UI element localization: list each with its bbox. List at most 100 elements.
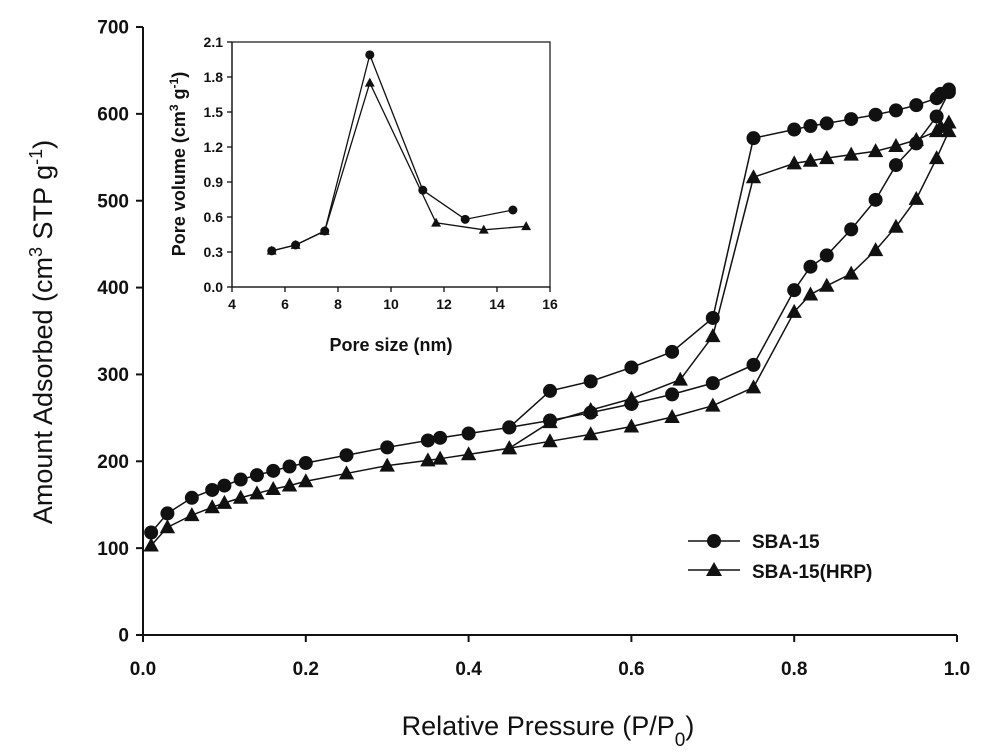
desorption-point [819, 150, 835, 165]
adsorption-point [745, 379, 762, 394]
desorption-point [623, 390, 640, 405]
adsorption-point [265, 481, 281, 496]
inset-y-tick-label: 1.8 [204, 69, 224, 85]
desorption-point [665, 344, 680, 359]
adsorption-point [249, 485, 265, 500]
adsorption-point [298, 456, 313, 471]
inset-frame [231, 41, 551, 288]
pore-distribution-point [478, 224, 489, 234]
adsorption-point [844, 222, 859, 237]
adsorption-point [941, 123, 957, 138]
inset-x-tick-label: 4 [228, 296, 236, 312]
pore-distribution-point [418, 185, 428, 195]
adsorption-point [705, 376, 720, 391]
adsorption-point [232, 489, 249, 504]
main-plot: Relative Pressure (P/P0) Amount Adsorbed… [26, 18, 970, 751]
adsorption-point [204, 499, 220, 514]
desorption-point [941, 114, 957, 129]
desorption-point [888, 137, 904, 152]
inset-y-tick-label: 2.1 [204, 34, 224, 50]
main-axes: 0.0 0.2 0.4 0.6 0.8 1.0 0 100 200 300 400 500 600 700 [97, 18, 970, 680]
adsorption-point [217, 478, 232, 493]
adsorption-point [205, 482, 220, 497]
desorption-point [624, 360, 639, 375]
adsorption-point [542, 433, 558, 448]
desorption-point [502, 420, 517, 435]
adsorption-point [819, 277, 835, 292]
desorption-point [819, 116, 834, 131]
adsorption-point [249, 468, 264, 483]
main-x-axis-label: Relative Pressure (P/P0) [402, 711, 695, 751]
desorption-point [929, 91, 944, 106]
adsorption-point [420, 452, 436, 467]
desorption-point [844, 112, 859, 127]
main-y-tick-label: 300 [97, 365, 129, 386]
adsorption-point [843, 265, 859, 280]
adsorption-point [746, 357, 761, 372]
inset-x-tick-label: 16 [542, 296, 558, 312]
inset-y-tick-label: 0.6 [204, 209, 224, 225]
inset-x-tick-label: 12 [436, 296, 452, 312]
desorption-point [672, 371, 688, 386]
inset-series-sba15-hrp [266, 77, 532, 255]
desorption-point [868, 107, 883, 122]
adsorption-point [705, 397, 721, 412]
main-x-tick-label: 0.0 [130, 659, 156, 680]
main-y-tick-label: 200 [97, 452, 129, 473]
adsorption-point [888, 218, 904, 233]
adsorption-point [233, 472, 248, 487]
adsorption-point [282, 459, 297, 474]
adsorption-point [432, 450, 448, 465]
adsorption-point [802, 286, 819, 301]
legend-label-sba15-hrp: SBA-15(HRP) [752, 562, 872, 583]
desorption-point [501, 440, 517, 455]
adsorption-point [928, 150, 945, 165]
inset-x-axis-label: Pore size (nm) [329, 335, 452, 355]
adsorption-point [888, 158, 903, 173]
main-y-tick-label: 500 [97, 191, 129, 212]
main-x-tick-label: 0.2 [293, 659, 319, 680]
adsorption-point [867, 242, 884, 257]
pore-distribution-point [431, 217, 441, 227]
desorption-point [787, 122, 802, 137]
adsorption-point [184, 507, 200, 522]
main-y-tick-label: 700 [97, 18, 129, 39]
inset-x-tick-label: 8 [334, 296, 342, 312]
pore-distribution-point [460, 214, 470, 224]
desorption-point [543, 383, 557, 398]
main-x-tick-label: 0.6 [618, 659, 644, 680]
adsorption-point [281, 477, 298, 492]
desorption-point [908, 131, 924, 146]
adsorption-point [819, 248, 834, 263]
inset-y-tick-label: 0.0 [204, 279, 224, 295]
inset-x-tick-label: 10 [383, 296, 399, 312]
adsorption-point [461, 426, 476, 441]
pore-distribution-point [521, 221, 532, 231]
main-y-tick-label: 600 [97, 105, 129, 126]
main-x-tick-label: 1.0 [944, 659, 970, 680]
adsorption-point [664, 408, 680, 423]
desorption-point [803, 119, 818, 134]
adsorption-point [298, 473, 314, 488]
adsorption-point [159, 519, 176, 534]
adsorption-point [144, 525, 159, 540]
pore-distribution-point [319, 225, 330, 235]
legend-label-sba15: SBA-15 [752, 532, 820, 553]
desorption-point [909, 98, 924, 113]
inset-x-tick-label: 6 [281, 296, 289, 312]
legend: SBA-15 SBA-15(HRP) [688, 532, 872, 583]
inset-y-tick-label: 1.5 [204, 104, 224, 120]
inset-y-tick-label: 1.2 [204, 139, 224, 155]
adsorption-point [339, 448, 354, 463]
main-x-tick-label: 0.8 [781, 659, 807, 680]
adsorption-point [338, 465, 355, 480]
main-series-sba15-hrp [143, 114, 957, 552]
adsorption-point [786, 303, 802, 318]
adsorption-point [379, 457, 395, 472]
adsorption-point [216, 494, 233, 509]
adsorption-point [583, 426, 599, 441]
desorption-point [928, 123, 945, 138]
desorption-point [745, 169, 762, 184]
inset-plot: Pore size (nm) Pore volume (cm3 g-1) 4 6 8… [167, 34, 558, 355]
